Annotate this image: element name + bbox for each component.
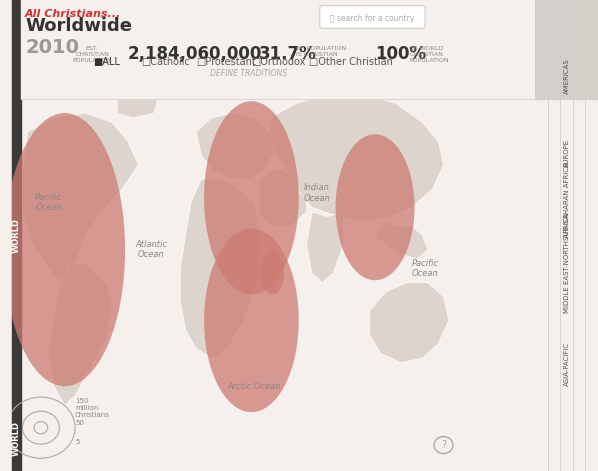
Text: Worldwide: Worldwide	[25, 16, 132, 34]
Text: 🔍 search for a country: 🔍 search for a country	[330, 14, 414, 24]
Polygon shape	[260, 170, 307, 226]
Polygon shape	[307, 212, 343, 283]
Text: Atlantic
Ocean: Atlantic Ocean	[135, 240, 167, 260]
Text: 2010: 2010	[25, 38, 79, 57]
Text: ?: ?	[441, 440, 446, 450]
Bar	[22, 0, 538, 99]
Text: SUB-SAHARAN AFRICA: SUB-SAHARAN AFRICA	[563, 162, 570, 240]
Ellipse shape	[4, 113, 125, 386]
Text: Arctic Ocean: Arctic Ocean	[227, 382, 281, 391]
Text: EUROPE: EUROPE	[563, 139, 570, 167]
Text: 100%: 100%	[375, 45, 426, 63]
Text: WORLD: WORLD	[12, 421, 21, 455]
Text: ■ALL: ■ALL	[93, 57, 120, 67]
Ellipse shape	[261, 252, 284, 294]
Polygon shape	[370, 283, 448, 363]
Text: Pacific
Ocean: Pacific Ocean	[35, 193, 62, 212]
Text: MIDDLE EAST-NORTH AFRICA: MIDDLE EAST-NORTH AFRICA	[563, 213, 570, 313]
Text: AMERICAS: AMERICAS	[563, 58, 570, 94]
Bar	[535, 0, 598, 99]
Text: OF POPULATION
IS CHRISTIAN: OF POPULATION IS CHRISTIAN	[296, 46, 346, 57]
Text: 5: 5	[75, 439, 80, 445]
FancyBboxPatch shape	[320, 6, 425, 28]
Text: WORLD: WORLD	[12, 218, 21, 253]
Text: □Orthodox: □Orthodox	[251, 57, 306, 67]
Polygon shape	[375, 221, 428, 259]
Text: □Other Christian: □Other Christian	[309, 57, 393, 67]
Polygon shape	[23, 113, 138, 283]
Ellipse shape	[204, 228, 299, 412]
Text: 150
million
Christians: 150 million Christians	[75, 398, 110, 418]
Text: 50: 50	[75, 420, 84, 426]
Ellipse shape	[335, 134, 414, 280]
Text: □Catholic: □Catholic	[141, 57, 190, 67]
Text: OF WORLD
CHRISTIAN
POPULATION: OF WORLD CHRISTIAN POPULATION	[409, 46, 449, 63]
Polygon shape	[181, 179, 260, 358]
Text: ASIA-PACIFIC: ASIA-PACIFIC	[563, 342, 570, 386]
Bar	[12, 0, 22, 471]
Text: EST.
CHRISTIAN
POPULATION: EST. CHRISTIAN POPULATION	[72, 46, 112, 63]
Text: Pacific
Ocean: Pacific Ocean	[411, 259, 438, 278]
Polygon shape	[49, 264, 112, 405]
Polygon shape	[270, 94, 444, 221]
Text: Indian
Ocean: Indian Ocean	[304, 183, 331, 203]
Text: 2,184,060,000: 2,184,060,000	[128, 45, 262, 63]
Polygon shape	[196, 113, 275, 179]
Text: □Protestant: □Protestant	[196, 57, 256, 67]
Text: DEFINE TRADITIONS: DEFINE TRADITIONS	[210, 69, 287, 78]
Text: 31.7%: 31.7%	[260, 45, 317, 63]
Text: All Christians...: All Christians...	[25, 9, 121, 19]
Polygon shape	[117, 85, 159, 118]
Ellipse shape	[204, 101, 299, 294]
